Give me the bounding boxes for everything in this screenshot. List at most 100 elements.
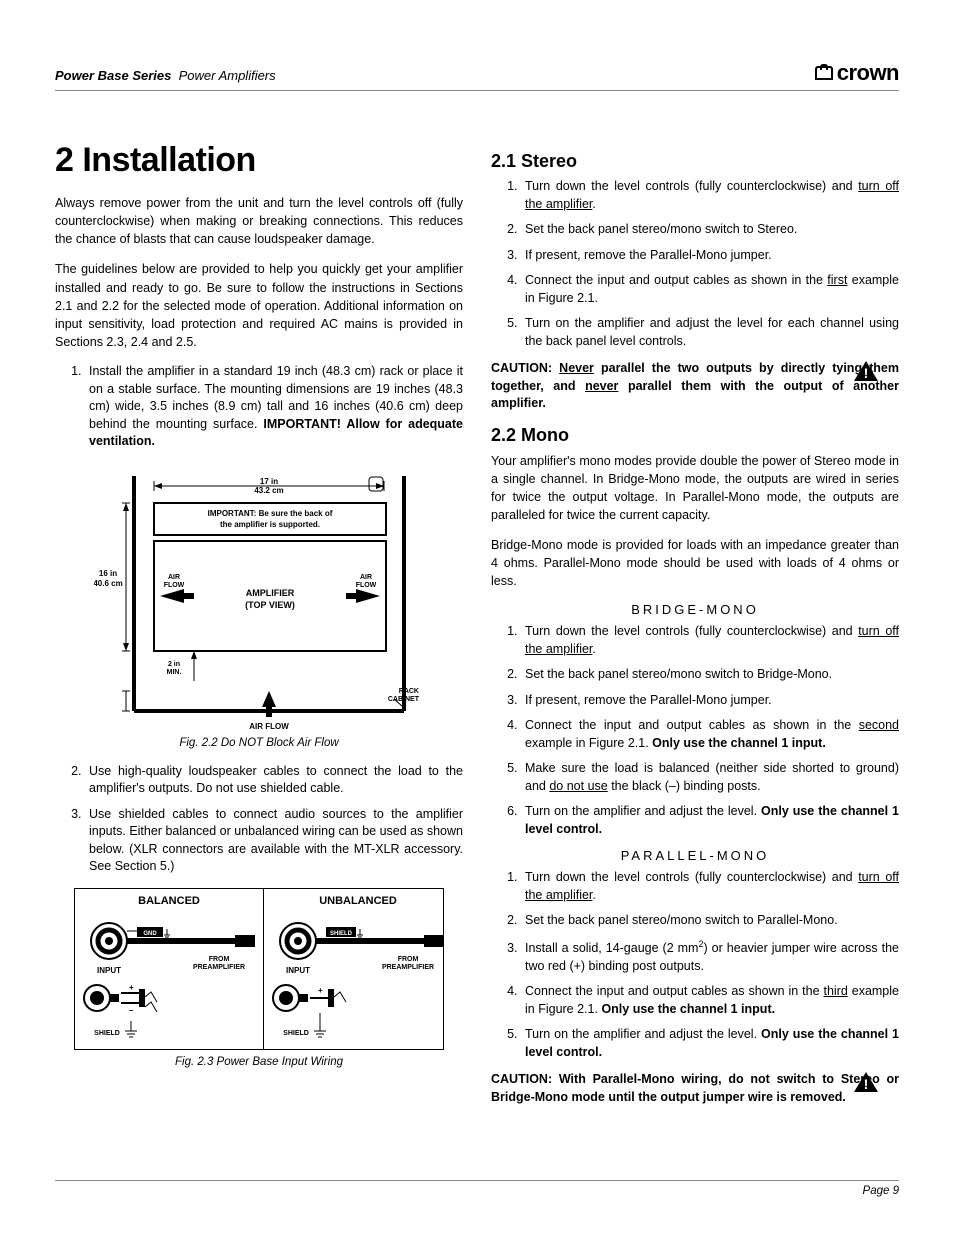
bridge-step-1: Turn down the level controls (fully coun… — [521, 623, 899, 658]
stereo-step-3: If present, remove the Parallel-Mono jum… — [521, 247, 899, 265]
s4b: first — [827, 273, 847, 287]
main-install-list: Install the amplifier in a standard 19 i… — [55, 363, 463, 451]
svg-text:AIR FLOW: AIR FLOW — [249, 722, 289, 731]
crown-icon — [815, 66, 833, 80]
svg-text:2 in: 2 in — [168, 661, 180, 668]
svg-text:IMPORTANT: Be sure the back of: IMPORTANT: Be sure the back of — [208, 509, 333, 518]
svg-text:FROM: FROM — [209, 956, 230, 963]
svg-text:INPUT: INPUT — [97, 966, 121, 975]
b4a: Connect the input and output cables as s… — [525, 718, 859, 732]
parallel-step-2: Set the back panel stereo/mono switch to… — [521, 912, 899, 930]
warning-icon: ! — [853, 1071, 879, 1093]
svg-text:–: – — [129, 1006, 134, 1015]
mono-para-1: Your amplifier's mono modes provide doub… — [491, 452, 899, 525]
bridge-mono-heading: BRIDGE-MONO — [491, 602, 899, 617]
balanced-panel: BALANCED GND — [75, 889, 264, 1049]
svg-text:AIR: AIR — [360, 574, 372, 581]
s1a: Turn down the level controls (fully coun… — [525, 179, 858, 193]
parallel-caution: CAUTION: With Parallel-Mono wiring, do n… — [491, 1071, 899, 1106]
b5b: do not use — [549, 779, 607, 793]
svg-text:FLOW: FLOW — [356, 582, 377, 589]
stereo-heading: 2.1 Stereo — [491, 151, 899, 172]
svg-text:SHIELD: SHIELD — [94, 1030, 120, 1037]
bridge-step-6: Turn on the amplifier and adjust the lev… — [521, 803, 899, 838]
fig22-caption: Fig. 2.2 Do NOT Block Air Flow — [55, 737, 463, 749]
svg-text:!: ! — [864, 1076, 869, 1092]
svg-text:40.6 cm: 40.6 cm — [94, 579, 123, 588]
svg-text:the amplifier is supported.: the amplifier is supported. — [220, 520, 320, 529]
p5a: Turn on the amplifier and adjust the lev… — [525, 1027, 761, 1041]
brand-text: crown — [837, 60, 899, 86]
figure-2-3: BALANCED GND — [74, 888, 444, 1050]
bridge-step-2: Set the back panel stereo/mono switch to… — [521, 666, 899, 684]
brand-logo: crown — [815, 60, 899, 86]
svg-text:PREAMPLIFIER: PREAMPLIFIER — [382, 964, 434, 971]
p1a: Turn down the level controls (fully coun… — [525, 870, 858, 884]
mono-para-2: Bridge-Mono mode is provided for loads w… — [491, 536, 899, 590]
bridge-step-4: Connect the input and output cables as s… — [521, 717, 899, 752]
parallel-list: Turn down the level controls (fully coun… — [491, 869, 899, 1061]
intro-para-1: Always remove power from the unit and tu… — [55, 194, 463, 248]
stereo-list: Turn down the level controls (fully coun… — [491, 178, 899, 350]
svg-text:FROM: FROM — [398, 956, 419, 963]
svg-text:+: + — [318, 986, 323, 995]
mono-heading: 2.2 Mono — [491, 425, 899, 446]
install-step-3: Use shielded cables to connect audio sou… — [85, 806, 463, 876]
subtitle: Power Amplifiers — [179, 68, 276, 83]
install-step-2: Use high-quality loudspeaker cables to c… — [85, 763, 463, 798]
parallel-step-4: Connect the input and output cables as s… — [521, 983, 899, 1018]
b5c: the black (–) binding posts. — [608, 779, 761, 793]
parallel-step-1: Turn down the level controls (fully coun… — [521, 869, 899, 904]
svg-text:SHIELD: SHIELD — [330, 931, 353, 937]
b4c: example in Figure 2.1. — [525, 736, 652, 750]
ca: CAUTION: — [491, 361, 559, 375]
main-install-list-cont: Use high-quality loudspeaker cables to c… — [55, 763, 463, 876]
p4d: Only use the channel 1 input. — [601, 1002, 775, 1016]
fig23-caption: Fig. 2.3 Power Base Input Wiring — [55, 1056, 463, 1068]
balanced-title: BALANCED — [79, 895, 259, 907]
svg-text:INPUT: INPUT — [286, 966, 310, 975]
svg-text:(TOP VIEW): (TOP VIEW) — [245, 600, 295, 610]
svg-text:43.2 cm: 43.2 cm — [254, 486, 283, 495]
b4b: second — [859, 718, 899, 732]
parallel-step-3: Install a solid, 14-gauge (2 mm2) or hea… — [521, 938, 899, 975]
cd: never — [585, 379, 618, 393]
p3a: Install a solid, 14-gauge (2 mm — [525, 941, 698, 955]
warning-icon: ! — [853, 360, 879, 382]
page-header: Power Base Series Power Amplifiers crown — [55, 60, 899, 91]
unbalanced-panel: UNBALANCED SHIELD INPUT FROM PREAMPLIFIE… — [264, 889, 452, 1049]
unbalanced-title: UNBALANCED — [268, 895, 448, 907]
p4b: third — [823, 984, 847, 998]
parallel-mono-heading: PARALLEL-MONO — [491, 848, 899, 863]
right-column: 2.1 Stereo Turn down the level controls … — [491, 141, 899, 1118]
b6a: Turn on the amplifier and adjust the lev… — [525, 804, 761, 818]
bridge-step-3: If present, remove the Parallel-Mono jum… — [521, 692, 899, 710]
svg-text:MIN.: MIN. — [167, 669, 182, 676]
svg-text:FLOW: FLOW — [164, 582, 185, 589]
svg-text:16 in: 16 in — [99, 569, 117, 578]
page-number: Page 9 — [863, 1185, 899, 1197]
svg-text:+: + — [129, 983, 134, 992]
cb: Never — [559, 361, 594, 375]
svg-text:RACK: RACK — [399, 688, 419, 695]
stereo-step-2: Set the back panel stereo/mono switch to… — [521, 221, 899, 239]
install-step-1: Install the amplifier in a standard 19 i… — [85, 363, 463, 451]
stereo-step-4: Connect the input and output cables as s… — [521, 272, 899, 307]
b4d: Only use the channel 1 input. — [652, 736, 826, 750]
bridge-list: Turn down the level controls (fully coun… — [491, 623, 899, 838]
left-column: 2 Installation Always remove power from … — [55, 141, 463, 1118]
svg-text:GND: GND — [143, 931, 157, 937]
svg-text:17 in: 17 in — [260, 477, 278, 486]
page-footer: Page 9 — [55, 1180, 899, 1197]
svg-text:AIR: AIR — [168, 574, 180, 581]
intro-para-2: The guidelines below are provided to hel… — [55, 260, 463, 351]
bridge-step-5: Make sure the load is balanced (neither … — [521, 760, 899, 795]
series-name: Power Base Series — [55, 68, 171, 83]
svg-text:AMPLIFIER: AMPLIFIER — [246, 588, 295, 598]
p4a: Connect the input and output cables as s… — [525, 984, 823, 998]
parallel-step-5: Turn on the amplifier and adjust the lev… — [521, 1026, 899, 1061]
stereo-step-5: Turn on the amplifier and adjust the lev… — [521, 315, 899, 350]
svg-text:SHIELD: SHIELD — [283, 1030, 309, 1037]
s4a: Connect the input and output cables as s… — [525, 273, 827, 287]
stereo-caution: CAUTION: Never parallel the two outputs … — [491, 360, 899, 413]
